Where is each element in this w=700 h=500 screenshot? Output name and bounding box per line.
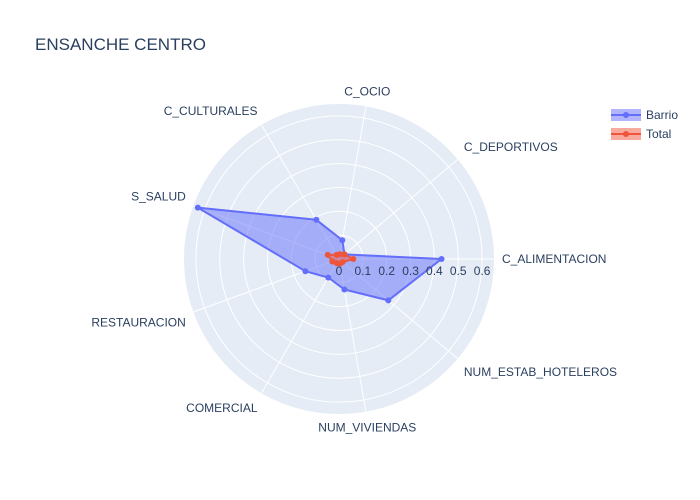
data-point[interactable] xyxy=(313,216,320,223)
data-point[interactable] xyxy=(350,256,357,262)
data-point[interactable] xyxy=(333,251,340,258)
axis-label: C_CULTURALES xyxy=(164,104,258,118)
legend-label: Total xyxy=(646,127,671,141)
legend-marker xyxy=(623,131,629,137)
legend-marker xyxy=(623,112,629,118)
radial-tick-label: 0.3 xyxy=(402,264,419,278)
axis-label: COMERCIAL xyxy=(186,401,258,415)
axis-label: C_ALIMENTACION xyxy=(502,252,606,266)
axis-label: RESTAURACION xyxy=(91,316,185,330)
radial-tick-label: 0.4 xyxy=(426,264,443,278)
legend-item[interactable]: Barrio xyxy=(611,108,678,122)
radial-tick-label: 0.5 xyxy=(450,264,467,278)
radial-tick-label: 0.2 xyxy=(378,264,395,278)
axis-label: C_OCIO xyxy=(344,85,390,99)
data-point[interactable] xyxy=(194,204,201,211)
data-point[interactable] xyxy=(438,256,445,262)
data-point[interactable] xyxy=(341,286,348,293)
radial-tick-label: 0.6 xyxy=(474,264,491,278)
grid-spoke xyxy=(338,106,367,260)
data-point[interactable] xyxy=(324,251,331,258)
data-point[interactable] xyxy=(339,237,346,244)
legend-item[interactable]: Total xyxy=(611,127,671,141)
radial-ticks: 0 0.1 0.2 0.3 0.4 0.5 0.6 xyxy=(336,264,491,278)
data-point[interactable] xyxy=(325,274,332,281)
series-total xyxy=(324,251,357,267)
grid-spoke xyxy=(261,258,340,394)
radial-tick-label: 0.1 xyxy=(355,264,372,278)
axis-label: S_SALUD xyxy=(131,189,186,203)
grid-spoke xyxy=(338,158,459,260)
axis-label: NUM_ESTAB_HOTELEROS xyxy=(464,365,617,379)
legend-label: Barrio xyxy=(646,108,678,122)
axis-label: NUM_VIVIENDAS xyxy=(318,421,416,435)
radial-tick-label: 0 xyxy=(336,264,343,278)
angular-axis-labels: C_ALIMENTACION C_DEPORTIVOS C_OCIO C_CULTUR… xyxy=(91,85,617,435)
data-point[interactable] xyxy=(385,297,392,304)
axis-label: C_DEPORTIVOS xyxy=(464,140,558,154)
data-point[interactable] xyxy=(339,259,346,266)
chart-title: ENSANCHE CENTRO xyxy=(35,35,206,54)
legend[interactable]: Barrio Total xyxy=(611,108,678,141)
data-point[interactable] xyxy=(341,251,348,258)
series-layer xyxy=(194,204,445,304)
data-point[interactable] xyxy=(302,268,309,275)
series-barrio xyxy=(194,204,445,304)
series-area xyxy=(196,206,443,302)
